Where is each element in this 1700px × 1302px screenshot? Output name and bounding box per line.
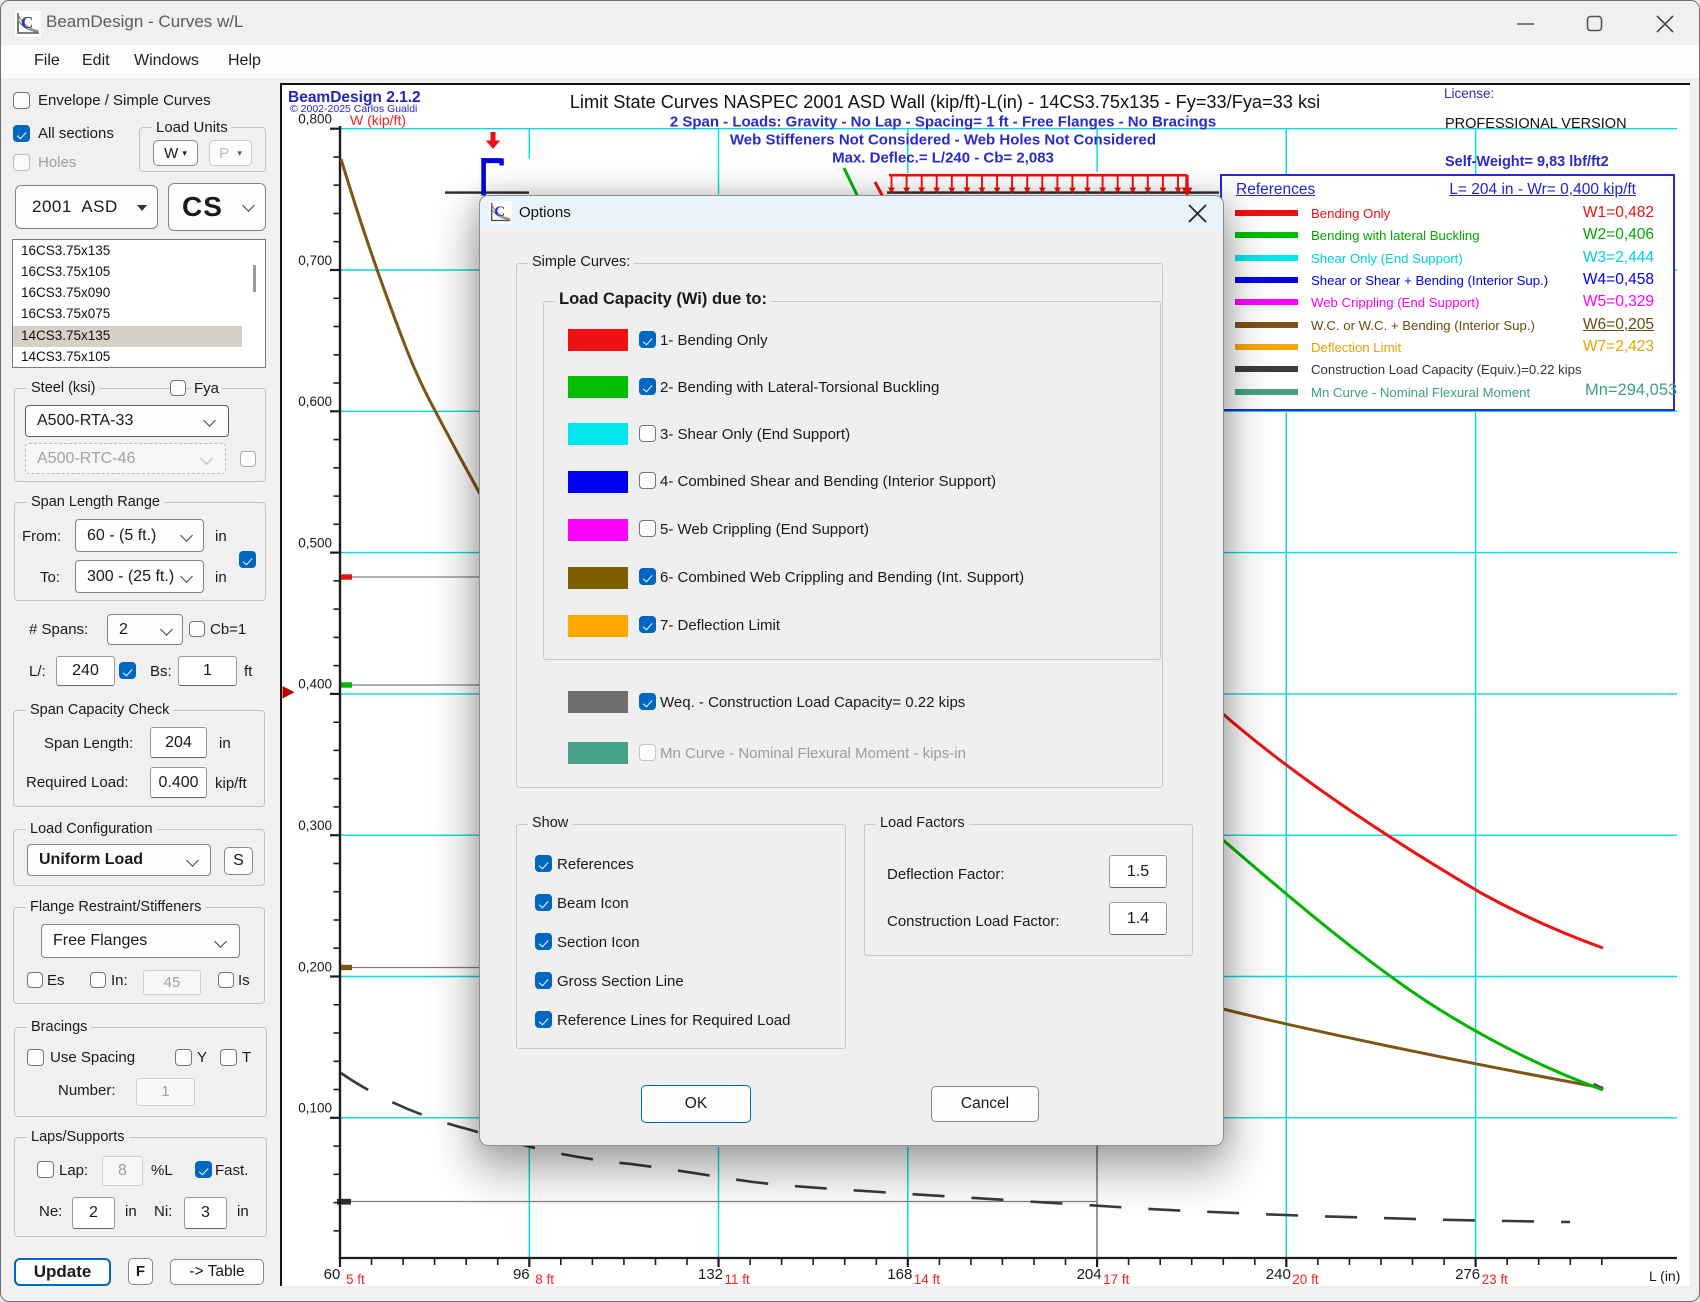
svg-text:0,200: 0,200: [298, 959, 332, 974]
svg-text:17 ft: 17 ft: [1103, 1272, 1130, 1286]
svg-text:132: 132: [698, 1266, 723, 1283]
svg-text:2 Span - Loads: Gravity - No L: 2 Span - Loads: Gravity - No Lap - Spaci…: [670, 114, 1216, 131]
svg-text:5 ft: 5 ft: [346, 1272, 365, 1286]
svg-text:0,600: 0,600: [298, 394, 332, 409]
svg-text:C: C: [21, 13, 33, 32]
svg-text:0,100: 0,100: [298, 1101, 332, 1116]
svg-text:8 ft: 8 ft: [535, 1272, 554, 1286]
svg-text:14 ft: 14 ft: [914, 1272, 941, 1286]
svg-text:0,300: 0,300: [298, 818, 332, 833]
svg-text:204: 204: [1077, 1266, 1102, 1283]
svg-text:276: 276: [1455, 1266, 1480, 1283]
svg-text:BeamDesign 2.1.2: BeamDesign 2.1.2: [288, 89, 421, 106]
svg-text:Max. Deflec.= L/240 - Cb= 2,08: Max. Deflec.= L/240 - Cb= 2,083: [832, 150, 1054, 167]
svg-text:W (kip/ft): W (kip/ft): [350, 112, 406, 128]
svg-text:0,400: 0,400: [298, 677, 332, 692]
svg-text:L (in): L (in): [1649, 1268, 1680, 1284]
svg-text:0,500: 0,500: [298, 535, 332, 550]
svg-text:PROFESSIONAL VERSION: PROFESSIONAL VERSION: [1445, 116, 1627, 132]
svg-text:0,700: 0,700: [298, 253, 332, 268]
svg-text:20 ft: 20 ft: [1292, 1272, 1319, 1286]
svg-text:11 ft: 11 ft: [725, 1272, 751, 1286]
svg-text:Web Stiffeners Not Considered: Web Stiffeners Not Considered - Web Hole…: [730, 132, 1156, 149]
svg-text:Self-Weight= 9,83 lbf/ft2: Self-Weight= 9,83 lbf/ft2: [1445, 154, 1609, 170]
svg-text:60: 60: [324, 1266, 341, 1283]
svg-text:168: 168: [887, 1266, 912, 1283]
svg-text:C: C: [494, 204, 505, 220]
svg-text:240: 240: [1266, 1266, 1291, 1283]
svg-text:96: 96: [513, 1266, 530, 1283]
svg-text:License:: License:: [1444, 86, 1494, 101]
svg-text:0,800: 0,800: [298, 112, 332, 127]
svg-text:© 2002-2025 Carlos Gualdi: © 2002-2025 Carlos Gualdi: [290, 103, 417, 115]
svg-text:23 ft: 23 ft: [1482, 1272, 1509, 1286]
svg-text:Limit State Curves NASPEC 2001: Limit State Curves NASPEC 2001 ASD Wall …: [570, 92, 1320, 112]
